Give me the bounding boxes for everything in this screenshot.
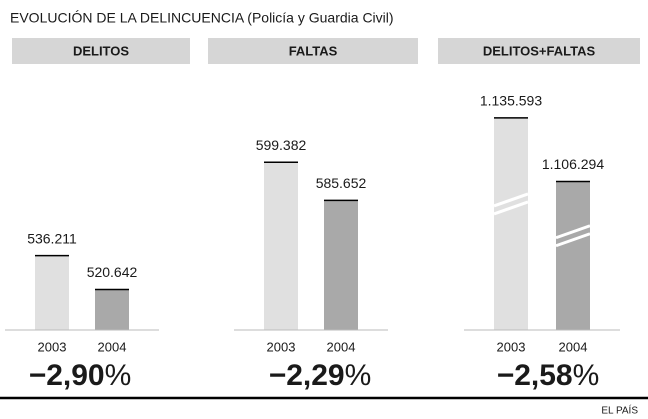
change-unit: % [105,359,132,392]
panel-title: DELITOS+FALTAS [483,43,596,58]
value-label: 520.642 [87,264,138,280]
page-title: EVOLUCIÓN DE LA DELINCUENCIA (Policía y … [10,10,394,26]
bar [35,255,69,330]
change: −2,58% [497,359,600,392]
change: −2,29% [269,359,372,392]
bar [95,289,129,330]
change-value: −2,58 [497,359,573,392]
axis-break [493,192,529,208]
value-label: 1.106.294 [542,156,604,172]
bar [324,200,358,330]
panel-title: DELITOS [73,43,129,58]
change-value: −2,90 [29,359,105,392]
panel-header [438,38,640,64]
category-label: 2004 [98,339,127,354]
bar [264,162,298,330]
value-label: 585.652 [316,175,367,191]
change-unit: % [345,359,372,392]
axis-break [493,200,529,216]
category-label: 2004 [327,339,356,354]
category-label: 2003 [267,339,296,354]
bar [556,181,590,330]
panel-header [208,38,418,64]
source: EL PAÍS [601,404,638,417]
category-label: 2003 [38,339,67,354]
bar [494,117,528,330]
panel-title: FALTAS [289,43,338,58]
axis-break [555,224,591,240]
category-label: 2003 [497,339,526,354]
change-unit: % [573,359,600,392]
value-label: 599.382 [256,137,307,153]
value-label: 1.135.593 [480,93,542,109]
change-value: −2,29 [269,359,345,392]
axis-break [555,232,591,248]
change: −2,90% [29,359,132,392]
panel-header [12,38,190,64]
category-label: 2004 [559,339,588,354]
value-label: 536.211 [27,230,77,246]
